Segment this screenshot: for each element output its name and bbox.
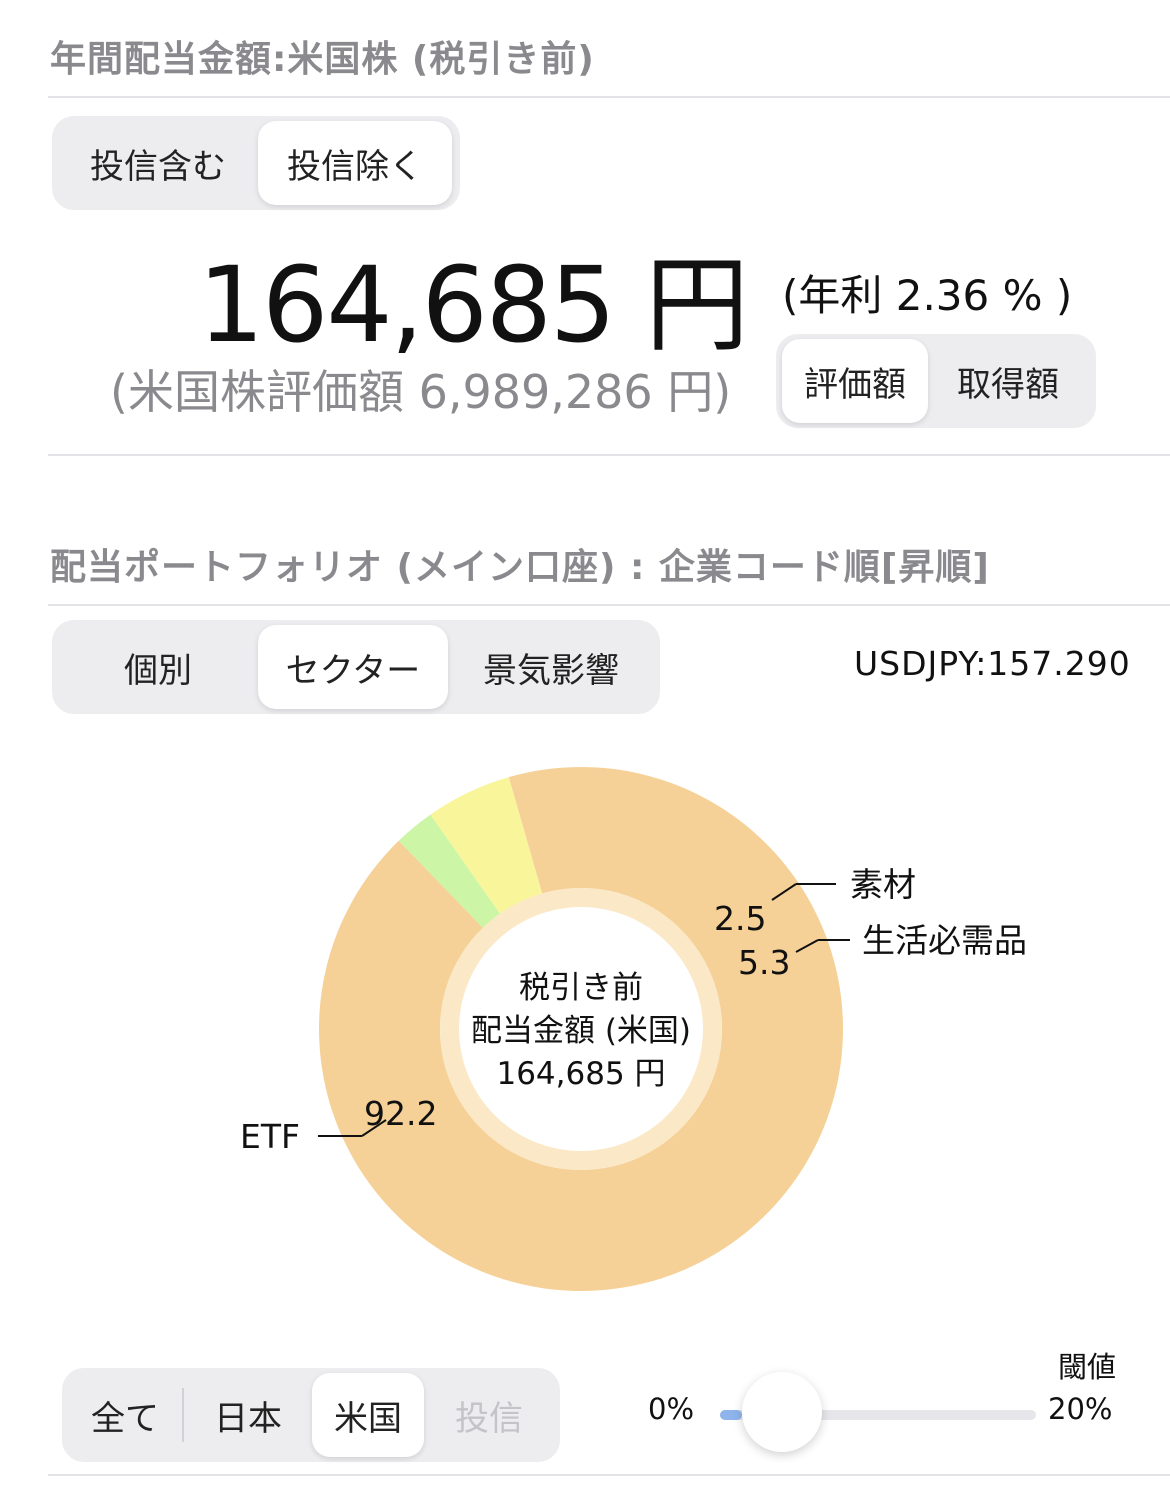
center-label-line1: 税引き前: [519, 970, 643, 1006]
slice-consumer-staples[interactable]: [430, 777, 543, 914]
fund-toggle-exclude[interactable]: 投信除く: [258, 121, 452, 205]
view-tabs: 個別 セクター 景気影響: [52, 620, 660, 714]
center-label-line2: 配当金額 (米国): [471, 1013, 691, 1049]
slice-materials[interactable]: [398, 814, 500, 928]
threshold-slider-knob[interactable]: [742, 1372, 822, 1452]
region-tab-all[interactable]: 全て: [91, 1398, 159, 1439]
sector-donut-chart: 税引き前 配当金額 (米国) 164,685 円 素材 2.5 生活必需品 5.…: [240, 767, 1027, 1291]
slice-value-materials: 2.5: [714, 899, 766, 938]
threshold-min-label: 0%: [648, 1392, 695, 1426]
basis-toggle: 評価額 取得額: [776, 334, 1096, 428]
annual-yield: (年利 2.36 % ): [782, 271, 1073, 320]
portfolio-title: 配当ポートフォリオ (メイン口座) : 企業コード順[昇順]: [50, 547, 990, 588]
center-label-line3: 164,685 円: [496, 1056, 665, 1092]
region-tab-divider: [182, 1388, 184, 1442]
tab-economic-impact[interactable]: 景気影響: [483, 650, 619, 691]
summary-bottom-divider: [48, 454, 1170, 456]
fund-toggle-include[interactable]: 投信含む: [90, 146, 226, 187]
slice-value-staples: 5.3: [738, 943, 790, 982]
slice-label-staples: 生活必需品: [862, 921, 1027, 960]
slice-label-etf: ETF: [240, 1117, 300, 1156]
tab-sector[interactable]: セクター: [258, 625, 448, 709]
region-tabs: 全て 日本 米国 投信: [62, 1368, 560, 1462]
threshold-label: 閾値: [1058, 1350, 1117, 1384]
slice-etf[interactable]: [319, 767, 844, 1291]
tab-individual[interactable]: 個別: [124, 650, 192, 691]
region-tab-japan[interactable]: 日本: [214, 1398, 282, 1439]
region-tab-us[interactable]: 米国: [312, 1373, 424, 1457]
label-line-staples: [795, 939, 819, 953]
label-line-materials: [771, 883, 797, 901]
slice-label-materials: 素材: [850, 865, 916, 904]
us-stock-valuation: (米国株評価額 6,989,286 円): [110, 365, 732, 419]
threshold-slider-fill: [720, 1410, 743, 1420]
fund-toggle: 投信含む 投信除く: [52, 116, 460, 210]
slice-value-etf: 92.2: [364, 1094, 437, 1133]
donut-hole: [459, 907, 703, 1151]
basis-toggle-cost[interactable]: 取得額: [957, 364, 1059, 405]
portfolio-divider: [48, 604, 1170, 606]
threshold-slider-track[interactable]: [720, 1410, 1036, 1420]
summary-divider: [48, 96, 1170, 98]
threshold-max-label: 20%: [1048, 1392, 1113, 1426]
label-line-etf: [361, 1119, 387, 1137]
bottom-divider: [48, 1474, 1170, 1476]
summary-title: 年間配当金額:米国株 (税引き前): [50, 39, 595, 80]
annual-dividend-amount: 164,685 円: [198, 244, 749, 366]
basis-toggle-valuation[interactable]: 評価額: [782, 339, 928, 423]
region-tab-funds[interactable]: 投信: [455, 1398, 523, 1439]
fx-rate: USDJPY:157.290: [854, 644, 1131, 683]
